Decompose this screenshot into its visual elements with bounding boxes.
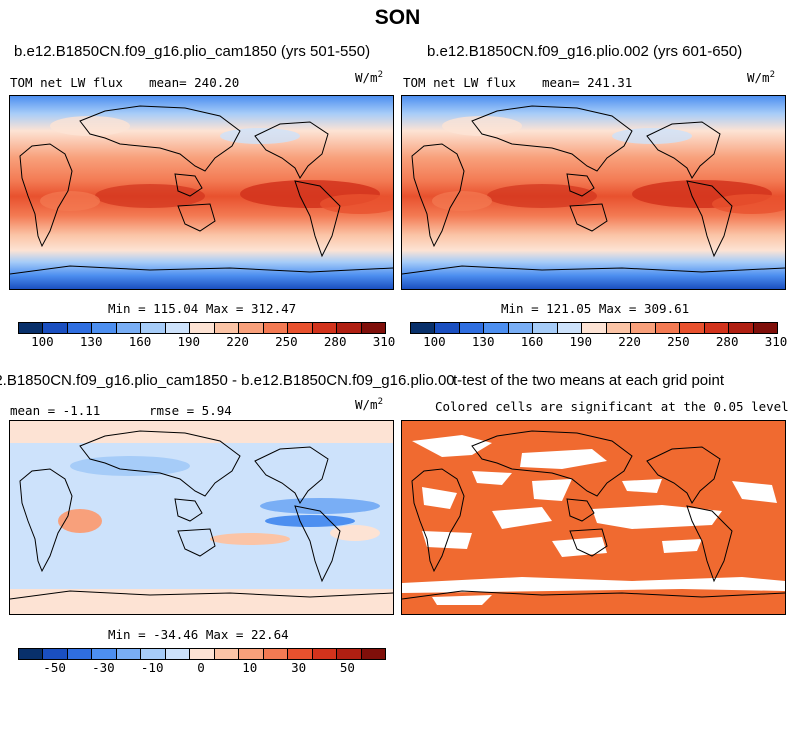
colorbar-swatch xyxy=(337,323,362,333)
colorbar-swatch xyxy=(337,649,362,659)
panel2-mean-label: mean= 241.31 xyxy=(542,75,633,90)
colorbar-tick-label: 280 xyxy=(715,334,739,349)
figure-title: SON xyxy=(374,6,421,29)
colorbar-tick-label: 160 xyxy=(128,334,152,349)
colorbar-swatch xyxy=(557,323,583,333)
colorbar-tick-label: 130 xyxy=(471,334,495,349)
colorbar-swatch xyxy=(729,323,754,333)
panel1-mean-label: mean= 240.20 xyxy=(149,75,240,90)
panel1-case-title: b.e12.B1850CN.f09_g16.plio_cam1850 (yrs … xyxy=(14,43,371,60)
panel2-minmax: Min = 121.05 Max = 309.61 xyxy=(501,301,690,316)
colorbar-swatch xyxy=(239,649,264,659)
colorbar-swatch xyxy=(435,323,460,333)
colorbar-tick-label: 50 xyxy=(339,660,355,675)
colorbar-swatch xyxy=(288,649,313,659)
colorbar-tick-label: 220 xyxy=(618,334,641,349)
colorbar-swatch xyxy=(214,649,240,659)
colorbar-tick-label: -50 xyxy=(43,660,66,675)
colorbar-swatch xyxy=(116,649,142,659)
panel1-colorbar-ticks: 100 130 160 190 220 250 280 310 xyxy=(18,334,395,349)
colorbar-swatch xyxy=(43,649,68,659)
colorbar-tick-label: 310 xyxy=(764,334,788,349)
panel1-minmax: Min = 115.04 Max = 312.47 xyxy=(108,301,297,316)
panel4-map xyxy=(401,420,786,615)
colorbar-swatch xyxy=(263,649,289,659)
colorbar-swatch xyxy=(631,323,656,333)
colorbar-tick-label: 160 xyxy=(520,334,544,349)
colorbar-swatch xyxy=(263,323,289,333)
panel1-colorbar xyxy=(18,322,386,334)
colorbar-swatch xyxy=(116,323,142,333)
panel2-variable-label: TOM net LW flux xyxy=(403,75,516,90)
colorbar-swatch xyxy=(165,649,191,659)
colorbar-swatch xyxy=(606,323,632,333)
colorbar-swatch xyxy=(680,323,705,333)
colorbar-swatch xyxy=(312,323,338,333)
panel3-case-title-clip: b.e12.B1850CN.f09_g16.plio_cam1850 - b.e… xyxy=(0,372,455,392)
panel1-map xyxy=(9,95,394,290)
colorbar-swatch xyxy=(533,323,558,333)
colorbar-swatch xyxy=(43,323,68,333)
colorbar-swatch xyxy=(655,323,681,333)
colorbar-swatch xyxy=(67,649,93,659)
colorbar-tick-label: 100 xyxy=(31,334,54,349)
panel2-units: W/m2 xyxy=(747,70,775,86)
colorbar-swatch xyxy=(214,323,240,333)
colorbar-tick-label: 30 xyxy=(291,660,307,675)
panel3-map xyxy=(9,420,394,615)
panel2-colorbar xyxy=(410,322,778,334)
colorbar-swatch xyxy=(484,323,509,333)
colorbar-tick-label: 190 xyxy=(569,334,593,349)
colorbar-tick-label: 10 xyxy=(242,660,258,675)
colorbar-swatch xyxy=(19,649,44,659)
panel3-colorbar xyxy=(18,648,386,660)
colorbar-swatch xyxy=(288,323,313,333)
colorbar-swatch xyxy=(92,649,117,659)
panel4-title: t-test of the two means at each grid poi… xyxy=(453,372,724,389)
panel3-colorbar-ticks: -50 -30 -10 0 10 30 50 xyxy=(18,660,384,675)
colorbar-swatch xyxy=(239,323,264,333)
colorbar-tick-label: 220 xyxy=(226,334,249,349)
colorbar-swatch xyxy=(459,323,485,333)
panel2-map xyxy=(401,95,786,290)
colorbar-swatch xyxy=(141,649,166,659)
colorbar-swatch xyxy=(361,323,386,333)
colorbar-swatch xyxy=(141,323,166,333)
colorbar-tick-label: -30 xyxy=(92,660,115,675)
colorbar-swatch xyxy=(582,323,607,333)
panel3-rmse-label: rmse = 5.94 xyxy=(149,403,232,418)
colorbar-swatch xyxy=(92,323,117,333)
panel1-variable-label: TOM net LW flux xyxy=(10,75,123,90)
colorbar-swatch xyxy=(704,323,730,333)
colorbar-tick-label: -10 xyxy=(140,660,164,675)
colorbar-swatch xyxy=(165,323,191,333)
colorbar-swatch xyxy=(312,649,338,659)
colorbar-swatch xyxy=(508,323,534,333)
colorbar-tick-label: 100 xyxy=(423,334,446,349)
colorbar-swatch xyxy=(411,323,436,333)
colorbar-tick-label: 280 xyxy=(323,334,347,349)
colorbar-swatch xyxy=(67,323,93,333)
colorbar-swatch xyxy=(753,323,778,333)
colorbar-tick-label: 130 xyxy=(79,334,103,349)
colorbar-tick-label: 310 xyxy=(372,334,396,349)
colorbar-swatch xyxy=(190,649,215,659)
colorbar-tick-label: 250 xyxy=(275,334,298,349)
colorbar-tick-label: 250 xyxy=(667,334,690,349)
panel3-mean-label: mean = -1.11 xyxy=(10,403,101,418)
colorbar-swatch xyxy=(19,323,44,333)
panel3-units: W/m2 xyxy=(355,397,383,413)
panel2-colorbar-ticks: 100 130 160 190 220 250 280 310 xyxy=(410,334,787,349)
colorbar-tick-label: 0 xyxy=(197,660,205,675)
colorbar-swatch xyxy=(361,649,386,659)
panel3-case-title: b.e12.B1850CN.f09_g16.plio_cam1850 - b.e… xyxy=(0,372,455,389)
panel4-note: Colored cells are significant at the 0.0… xyxy=(435,399,789,414)
panel1-units: W/m2 xyxy=(355,70,383,86)
panel2-case-title: b.e12.B1850CN.f09_g16.plio.002 (yrs 601-… xyxy=(427,43,743,60)
panel3-minmax: Min = -34.46 Max = 22.64 xyxy=(108,627,289,642)
colorbar-swatch xyxy=(190,323,215,333)
colorbar-tick-label: 190 xyxy=(177,334,201,349)
